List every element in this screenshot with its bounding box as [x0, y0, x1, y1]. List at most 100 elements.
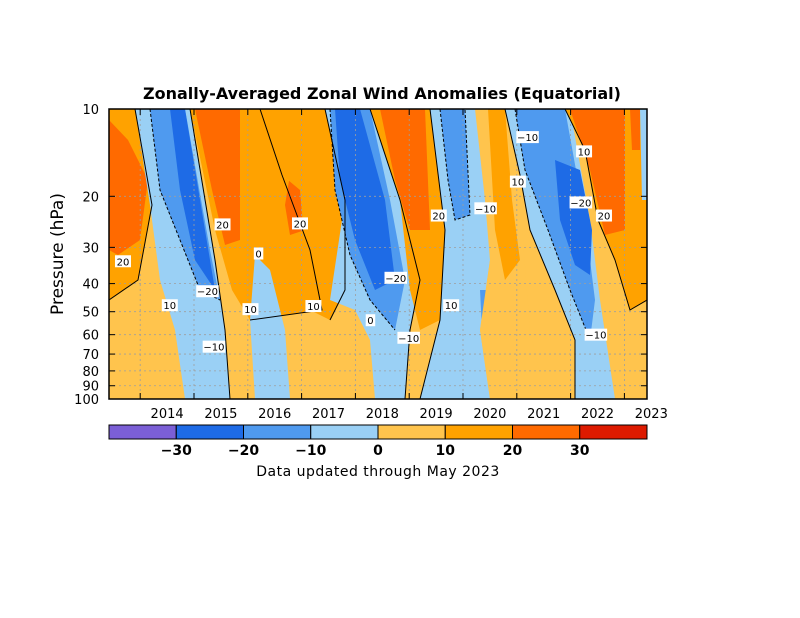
plot-frame: [108, 108, 648, 400]
y-tick-label: 50: [82, 306, 99, 321]
east-band-6-core-b: [630, 109, 640, 150]
contour-label-bg: [430, 209, 447, 222]
y-tick-label: 20: [82, 190, 99, 205]
colorbar-tick-label: 20: [503, 443, 523, 459]
y-tick-label: 10: [82, 103, 99, 118]
colorbar: −30 −20 −10 0 10 20 30: [108, 424, 648, 459]
contour-line: [189, 109, 231, 399]
west-band-4: [420, 109, 490, 399]
contour-line: [564, 109, 647, 311]
contour-line: [324, 109, 346, 321]
contour-label: 0: [255, 250, 261, 261]
contour-label: 20: [117, 257, 130, 268]
contour-label: −10: [517, 133, 538, 144]
contour-label-bg: [474, 202, 497, 215]
colorbar-tick-label: 0: [373, 443, 383, 459]
contour-label-bg: [516, 131, 539, 144]
contour-label: 10: [244, 305, 257, 316]
west-band-3-core: [335, 109, 395, 290]
contour-label-bg: [384, 271, 408, 284]
contour-label-bg: [214, 218, 231, 231]
contour-line: [369, 109, 421, 399]
contour-label: 20: [216, 220, 229, 231]
contour-label-bg: [443, 299, 460, 312]
y-axis-label: Pressure (hPa): [48, 193, 68, 315]
contour-label: 20: [598, 212, 611, 223]
contour-label-bg: [365, 314, 376, 327]
x-tick-label: 2018: [366, 407, 399, 422]
contour-label-bg: [253, 247, 264, 260]
east-band-4-core: [380, 109, 430, 230]
x-tick-label: 2019: [420, 407, 453, 422]
x-tick-label: 2014: [151, 407, 184, 422]
west-band-1-core: [170, 109, 215, 290]
x-tick-label: 2021: [527, 407, 560, 422]
x-tick-label: 2022: [581, 407, 614, 422]
contour-label-bg: [595, 209, 612, 222]
west-band-5-mid: [515, 109, 595, 340]
x-tick-label: 2015: [204, 407, 237, 422]
contour-label: 10: [512, 178, 525, 189]
colorbar-swatch: [175, 424, 244, 440]
contour-label: 0: [367, 316, 373, 327]
contour-label: 20: [432, 212, 445, 223]
west-band-4-mid: [440, 109, 470, 220]
east-band-2-core: [195, 109, 240, 245]
y-tick-label: 80: [82, 365, 99, 380]
contour-label-bg: [202, 340, 226, 353]
plot-area: [109, 109, 647, 399]
colorbar-swatch: [310, 424, 379, 440]
y-tick-label: 70: [82, 348, 99, 363]
east-band-6-core: [570, 109, 625, 235]
contour-line: [439, 109, 471, 221]
contour-label: 10: [307, 302, 320, 313]
y-tick-label: 60: [82, 329, 99, 344]
contour-label-bg: [397, 331, 420, 344]
y-tick-label: 100: [74, 393, 99, 408]
colorbar-swatch: [108, 424, 177, 440]
x-tick-label: 2017: [312, 407, 345, 422]
contour-label: 10: [445, 301, 458, 312]
contour-label-bg: [576, 145, 593, 158]
contour-label: −10: [398, 334, 419, 345]
x-tick-label: 2020: [473, 407, 506, 422]
y-tick-label: 30: [82, 241, 99, 256]
colorbar-swatch: [512, 424, 581, 440]
x-tick-label: 2023: [635, 407, 668, 422]
contour-label: −20: [197, 287, 218, 298]
contour-label: −10: [203, 343, 224, 354]
colorbar-swatch: [243, 424, 312, 440]
contour-label-bg: [584, 328, 608, 341]
west-band-6: [640, 109, 647, 200]
contour-line: [419, 109, 446, 399]
contour-line: [109, 109, 153, 301]
contour-label: −10: [585, 331, 606, 342]
x-axis: 2014 2015 2016 2017 2018 2019 2020 2021 2022 2023: [139, 109, 668, 422]
colorbar-swatch: [444, 424, 513, 440]
contour-label: 20: [294, 219, 307, 230]
contour-label-bg: [114, 255, 131, 268]
gridlines: [109, 109, 647, 399]
contour-label-bg: [305, 300, 322, 313]
contour-label-bg: [569, 196, 593, 209]
east-band-1-core: [109, 120, 148, 255]
y-tick-label: 90: [82, 380, 99, 395]
x-tick-label: 2016: [258, 407, 291, 422]
colorbar-tick-label: 30: [570, 443, 590, 459]
west-band-5-core: [555, 160, 592, 275]
contour-label-bg: [161, 299, 178, 312]
west-band-1: [135, 109, 230, 399]
contour-label: 10: [578, 147, 591, 158]
footer-note: Data updated through May 2023: [256, 464, 500, 480]
contour-line: [514, 109, 591, 341]
colorbar-swatch: [579, 424, 648, 440]
contour-line: [504, 109, 576, 399]
contour-label-bg: [509, 175, 526, 188]
contour-label: 10: [163, 301, 176, 312]
contour-label-bg: [291, 217, 308, 230]
contour-line: [249, 109, 323, 321]
colorbar-tick-label: 10: [436, 443, 456, 459]
chart-title: Zonally-Averaged Zonal Wind Anomalies (E…: [143, 84, 621, 103]
east-band-5-mid: [488, 109, 520, 280]
